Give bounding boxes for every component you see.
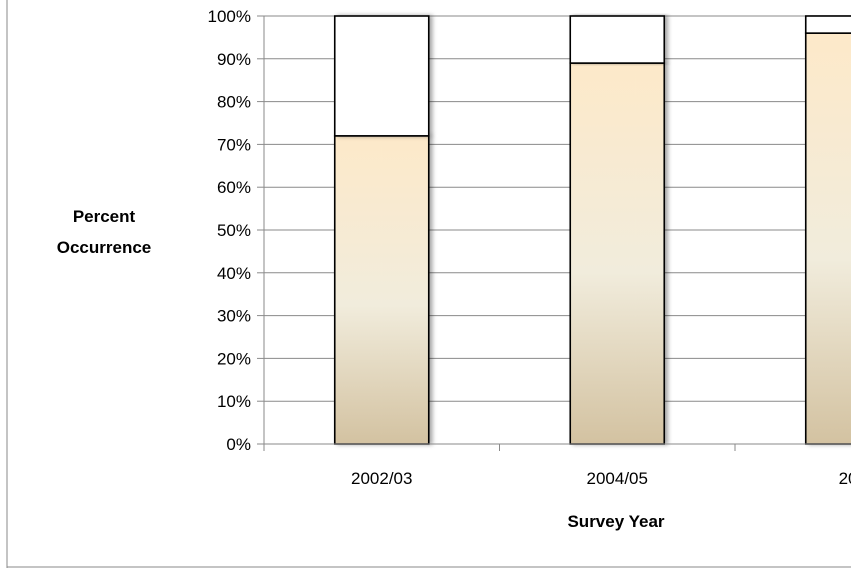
y-tick-label: 80% bbox=[217, 93, 251, 112]
bar-segment-occurrence bbox=[569, 62, 666, 445]
y-tick-label: 100% bbox=[208, 7, 251, 26]
y-tick-label: 20% bbox=[217, 349, 251, 368]
axis-layer: 0% 10% 20% 30% 40% 50% 60% 70% 80% 90% 100% 2002/03… bbox=[208, 7, 851, 488]
x-tick-label: 200 bbox=[839, 469, 851, 488]
x-axis-title: Survey Year bbox=[567, 512, 664, 531]
bar-segment-remainder bbox=[569, 15, 666, 64]
y-tick-label: 50% bbox=[217, 221, 251, 240]
y-tick-label: 40% bbox=[217, 264, 251, 283]
x-tick-label: 2002/03 bbox=[351, 469, 412, 488]
y-axis-title-line-1: Percent bbox=[73, 207, 136, 226]
bar-segment-remainder bbox=[804, 15, 851, 34]
y-tick-label: 30% bbox=[217, 307, 251, 326]
y-tick-label: 60% bbox=[217, 178, 251, 197]
bar-segment-occurrence bbox=[333, 135, 430, 445]
y-tick-label: 70% bbox=[217, 135, 251, 154]
y-tick-label: 0% bbox=[226, 435, 251, 454]
label-layer: Percent Occurrence Survey Year bbox=[57, 207, 665, 531]
bar-layer bbox=[333, 15, 851, 445]
y-tick-label: 10% bbox=[217, 392, 251, 411]
y-tick-label: 90% bbox=[217, 50, 251, 69]
bar-segment-occurrence bbox=[804, 32, 851, 445]
y-axis-title-line-2: Occurrence bbox=[57, 238, 152, 257]
bar-segment-remainder bbox=[333, 15, 430, 137]
x-tick-label: 2004/05 bbox=[587, 469, 648, 488]
